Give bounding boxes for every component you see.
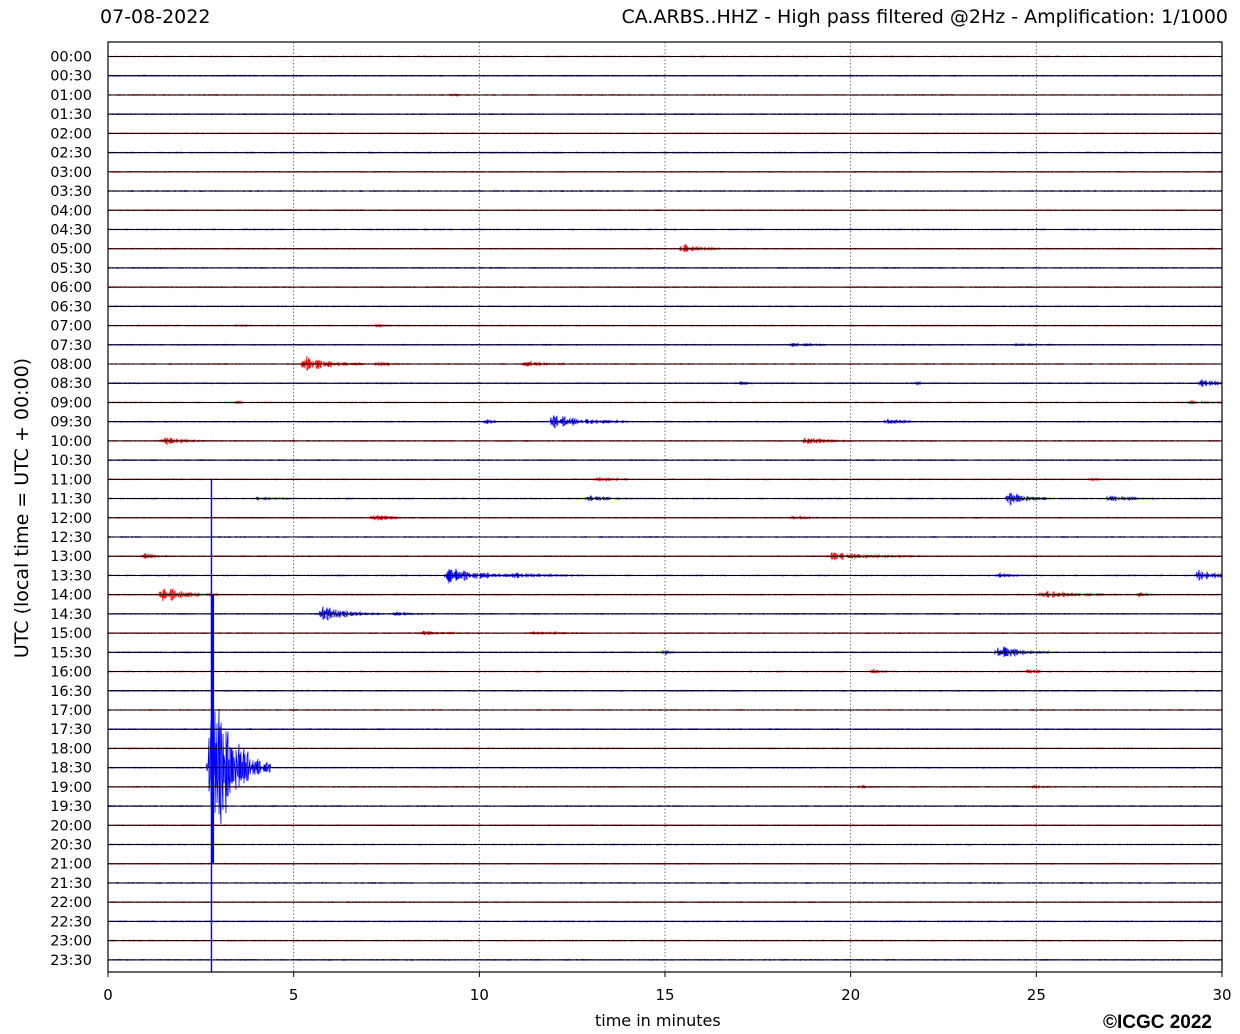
x-tick-label: 5 bbox=[289, 986, 299, 1004]
y-axis-label: UTC (local time = UTC + 00:00) bbox=[11, 357, 33, 659]
row-time-label: 12:30 bbox=[50, 530, 92, 546]
row-time-label: 22:30 bbox=[50, 914, 92, 930]
row-time-label: 03:00 bbox=[50, 165, 92, 181]
row-time-labels: 00:00 00:30 01:00 01:30 02:00 02:30 03:00 03:30… bbox=[50, 50, 1222, 969]
x-tick-label: 30 bbox=[1212, 986, 1231, 1004]
row-time-label: 02:00 bbox=[50, 126, 92, 142]
row-time-label: 16:00 bbox=[50, 665, 92, 681]
row-time-label: 18:30 bbox=[50, 761, 92, 777]
x-axis-ticks: 0 5 10 15 20 25 30 bbox=[103, 972, 1232, 1004]
row-time-label: 02:30 bbox=[50, 146, 92, 162]
row-time-label: 19:30 bbox=[50, 799, 92, 815]
row-time-label: 22:00 bbox=[50, 895, 92, 911]
copyright-notice: ©ICGC 2022 bbox=[1102, 1012, 1212, 1033]
row-time-label: 10:30 bbox=[50, 453, 92, 469]
row-time-label: 13:00 bbox=[50, 549, 92, 565]
row-time-label: 17:00 bbox=[50, 703, 92, 719]
row-time-label: 11:00 bbox=[50, 472, 92, 488]
row-time-label: 06:00 bbox=[50, 280, 92, 296]
row-time-label: 14:30 bbox=[50, 607, 92, 623]
row-time-label: 04:00 bbox=[50, 203, 92, 219]
plot-frame bbox=[107, 41, 1223, 973]
x-tick-label: 15 bbox=[655, 986, 674, 1004]
row-time-label: 23:30 bbox=[50, 953, 92, 969]
row-time-label: 05:30 bbox=[50, 261, 92, 277]
row-time-label: 03:30 bbox=[50, 184, 92, 200]
x-tick-label: 10 bbox=[470, 986, 489, 1004]
row-time-label: 04:30 bbox=[50, 222, 92, 238]
x-axis-label: time in minutes bbox=[595, 1011, 721, 1030]
x-tick-label: 0 bbox=[103, 986, 113, 1004]
row-time-label: 12:00 bbox=[50, 511, 92, 527]
row-time-label: 07:30 bbox=[50, 338, 92, 354]
row-time-label: 18:00 bbox=[50, 741, 92, 757]
x-tick-label: 25 bbox=[1027, 986, 1046, 1004]
row-time-label: 11:30 bbox=[50, 492, 92, 508]
row-time-label: 20:00 bbox=[50, 818, 92, 834]
vertical-grid bbox=[293, 42, 1037, 972]
row-time-label: 15:30 bbox=[50, 645, 92, 661]
row-time-label: 19:00 bbox=[50, 780, 92, 796]
row-time-label: 21:00 bbox=[50, 857, 92, 873]
row-time-label: 09:00 bbox=[50, 395, 92, 411]
row-time-label: 07:00 bbox=[50, 319, 92, 335]
row-time-label: 14:00 bbox=[50, 588, 92, 604]
row-time-label: 16:30 bbox=[50, 684, 92, 700]
row-time-label: 00:30 bbox=[50, 69, 92, 85]
row-time-label: 01:30 bbox=[50, 107, 92, 123]
row-time-label: 13:30 bbox=[50, 568, 92, 584]
row-time-label: 23:00 bbox=[50, 934, 92, 950]
row-time-label: 00:00 bbox=[50, 50, 92, 66]
row-time-label: 09:30 bbox=[50, 415, 92, 431]
chart-title: CA.ARBS..HHZ - High pass filtered @2Hz -… bbox=[621, 6, 1229, 28]
row-time-label: 21:30 bbox=[50, 876, 92, 892]
x-tick-label: 20 bbox=[841, 986, 860, 1004]
row-time-label: 06:30 bbox=[50, 299, 92, 315]
row-time-label: 10:00 bbox=[50, 434, 92, 450]
row-time-label: 08:30 bbox=[50, 376, 92, 392]
row-time-label: 01:00 bbox=[50, 88, 92, 104]
chart-date: 07-08-2022 bbox=[100, 6, 211, 28]
trace-row bbox=[107, 606, 1223, 621]
row-time-label: 15:00 bbox=[50, 626, 92, 642]
row-time-label: 08:00 bbox=[50, 357, 92, 373]
row-time-label: 17:30 bbox=[50, 722, 92, 738]
row-time-label: 20:30 bbox=[50, 838, 92, 854]
row-time-label: 05:00 bbox=[50, 242, 92, 258]
